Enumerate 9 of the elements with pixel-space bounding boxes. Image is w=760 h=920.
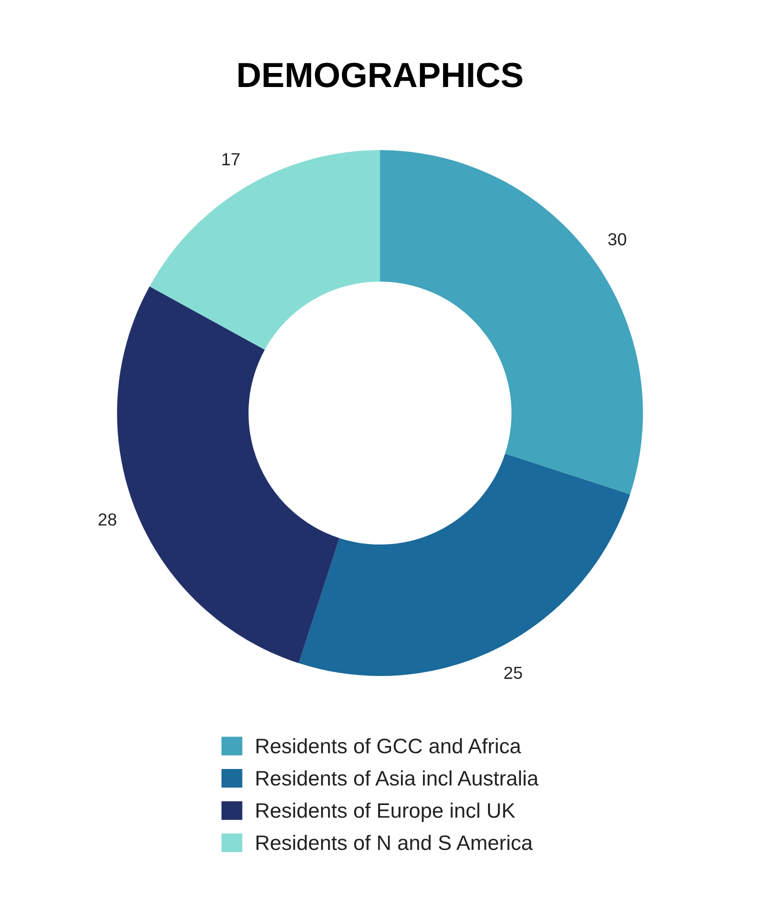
legend-label: Residents of Europe incl UK: [256, 802, 516, 822]
data-label: 25: [504, 666, 522, 679]
data-label: 30: [608, 233, 626, 246]
legend-label: Residents of GCC and Africa: [256, 738, 522, 754]
data-label: 28: [98, 513, 116, 526]
chart-title: DEMOGRAPHICS: [238, 62, 522, 88]
data-label: 17: [222, 153, 240, 166]
legend-label: Residents of N and S America: [256, 834, 533, 850]
legend-label: Residents of Asia incl Australia: [256, 770, 539, 786]
